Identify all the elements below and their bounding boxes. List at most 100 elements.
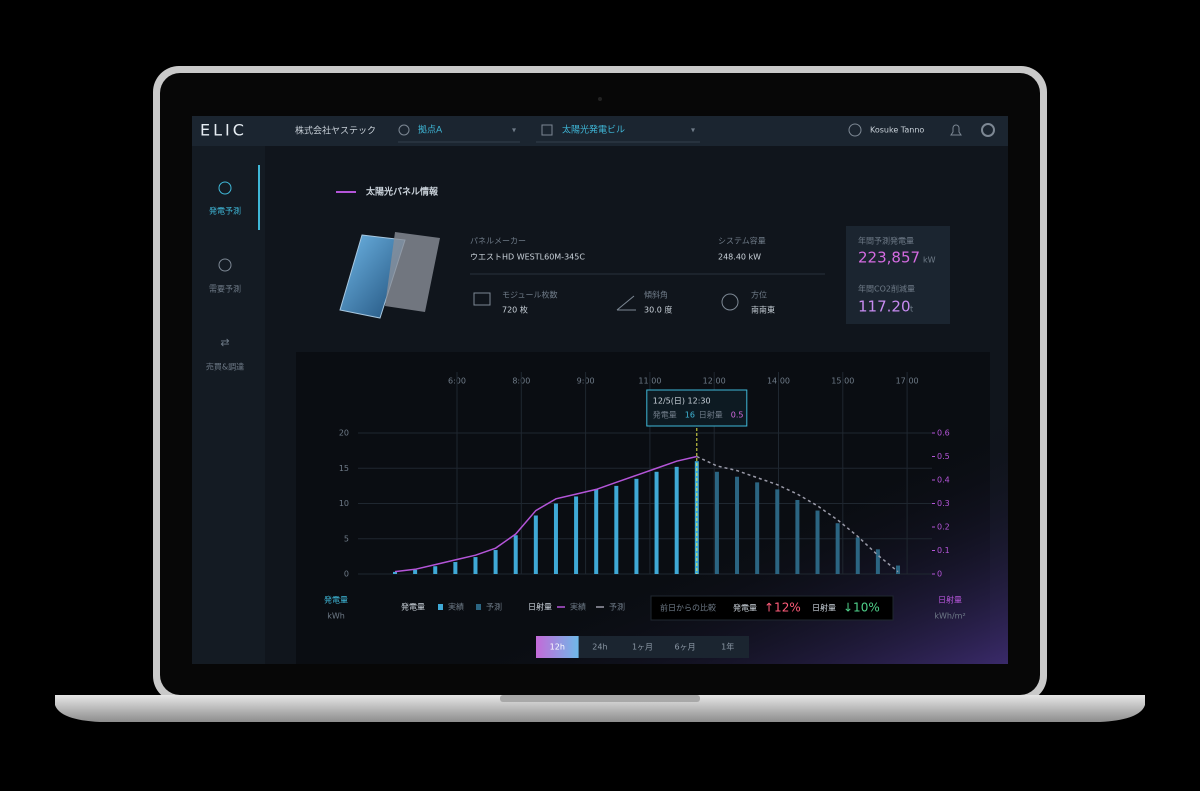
y-tick-label: 15 bbox=[339, 464, 349, 473]
generation-bar bbox=[533, 515, 538, 574]
bell-icon[interactable] bbox=[950, 124, 962, 136]
y2-tick-label: 0.1 bbox=[937, 546, 950, 555]
summary-value: 117.20 bbox=[858, 298, 911, 316]
site-select[interactable]: 拠点A bbox=[418, 124, 443, 136]
y2-tick-label: 0.2 bbox=[937, 523, 950, 532]
y2-tick-label: 0.3 bbox=[937, 499, 950, 508]
summary-label: 年間予測発電量 bbox=[858, 236, 914, 246]
modules-icon bbox=[473, 292, 491, 306]
summary-unit: kW bbox=[923, 256, 936, 265]
legend-entry: 実績 bbox=[448, 602, 464, 612]
generation-bar bbox=[835, 523, 840, 574]
generation-bar bbox=[594, 489, 599, 574]
summary-label: 年間CO2削減量 bbox=[858, 284, 915, 294]
comparison-box bbox=[650, 595, 894, 621]
field-value: 南南東 bbox=[751, 305, 775, 315]
y-tick-label: 10 bbox=[339, 499, 349, 508]
settings-icon[interactable] bbox=[981, 123, 995, 137]
y2-axis-label: 日射量 bbox=[938, 595, 962, 605]
user-name[interactable]: Kosuke Tanno bbox=[870, 126, 924, 135]
dropdown-arrow[interactable]: ▾ bbox=[691, 126, 695, 135]
nav-item[interactable]: 売買&調達 bbox=[206, 362, 244, 372]
generation-bar bbox=[453, 562, 458, 574]
generation-bar bbox=[775, 489, 780, 574]
generation-bar bbox=[755, 482, 760, 574]
range-bar bbox=[536, 636, 749, 658]
y-tick-label: 20 bbox=[339, 429, 349, 438]
generation-bar bbox=[896, 565, 900, 574]
generation-bar bbox=[795, 499, 800, 574]
generation-bar bbox=[674, 466, 679, 574]
logo: ELIC bbox=[200, 121, 247, 140]
tooltip-date: 12/5(日) 12:30 bbox=[653, 397, 711, 406]
generation-bar bbox=[735, 476, 740, 574]
range-active bbox=[536, 636, 579, 658]
radiation-line bbox=[394, 455, 697, 573]
generation-bar bbox=[614, 485, 619, 574]
generation-bar bbox=[493, 550, 498, 574]
range-button[interactable]: 1ヶ月 bbox=[632, 643, 653, 652]
y-tick-label: 5 bbox=[344, 534, 349, 543]
field-label: モジュール枚数 bbox=[502, 290, 557, 300]
header-bar bbox=[192, 116, 1008, 146]
tooltip-label: 日射量 bbox=[699, 410, 723, 420]
comparison-value: ↓10% bbox=[843, 601, 880, 615]
building-select[interactable]: 太陽光発電ビル bbox=[562, 124, 625, 136]
summary-unit: t bbox=[910, 305, 913, 314]
field-label: システム容量 bbox=[718, 236, 766, 246]
field-label: パネルメーカー bbox=[470, 237, 526, 246]
legend-entry: 予測 bbox=[486, 602, 502, 612]
nav-icon bbox=[218, 258, 232, 272]
y-axis-label: 発電量 bbox=[324, 596, 348, 605]
y2-tick-label: 0 bbox=[937, 570, 942, 579]
legend-entry: 実績 bbox=[570, 602, 586, 612]
summary-value: 223,857 bbox=[858, 249, 920, 267]
tooltip-value: 0.5 bbox=[731, 411, 744, 420]
generation-bar bbox=[875, 549, 880, 574]
company[interactable]: 株式会社ヤステック bbox=[295, 125, 376, 137]
sidebar bbox=[192, 146, 265, 664]
generation-bar bbox=[413, 569, 418, 574]
generation-bar bbox=[393, 571, 397, 574]
y2-axis-unit: kWh/m² bbox=[934, 612, 965, 621]
y2-tick-label: 0.6 bbox=[937, 429, 950, 438]
generation-bar bbox=[473, 557, 478, 574]
nav-item[interactable]: 発電予測 bbox=[209, 206, 241, 216]
legend-entry: 予測 bbox=[609, 602, 625, 612]
y2-tick-label: 0.4 bbox=[937, 476, 950, 485]
tilt-icon bbox=[616, 295, 636, 311]
generation-bar bbox=[574, 496, 579, 574]
generation-bar bbox=[553, 503, 558, 574]
field-value: 720 枚 bbox=[502, 305, 528, 315]
range-button[interactable]: 6ヶ月 bbox=[675, 643, 696, 652]
panel-title: 太陽光パネル情報 bbox=[365, 186, 439, 198]
notch bbox=[500, 695, 700, 702]
generation-bar bbox=[433, 566, 438, 574]
generation-bar bbox=[694, 461, 699, 574]
range-button[interactable]: 1年 bbox=[721, 642, 734, 652]
tooltip-label: 発電量 bbox=[653, 411, 677, 420]
generation-bar bbox=[815, 510, 820, 574]
nav-item[interactable]: 需要予測 bbox=[209, 284, 241, 294]
legend-swatch bbox=[476, 604, 481, 610]
panel-image-back bbox=[385, 232, 440, 312]
field-label: 傾斜角 bbox=[644, 290, 668, 300]
comparison-label: 発電量 bbox=[733, 604, 757, 613]
tooltip-value: 16 bbox=[685, 411, 695, 420]
chart: 6:00 8:00 9:00 11:00 12:00 14:00 15:00 17:00051… bbox=[324, 372, 966, 658]
laptop-base bbox=[55, 695, 1145, 722]
y-axis-unit: kWh bbox=[327, 612, 345, 621]
range-button[interactable]: 12h bbox=[550, 643, 565, 652]
building-icon bbox=[541, 124, 553, 136]
nav-icon bbox=[218, 181, 232, 195]
comparison-label: 日射量 bbox=[812, 603, 836, 613]
range-button[interactable]: 24h bbox=[592, 643, 607, 652]
generation-bar bbox=[855, 537, 860, 574]
camera bbox=[598, 97, 602, 101]
tooltip bbox=[646, 389, 748, 427]
dropdown-arrow[interactable]: ▾ bbox=[512, 126, 516, 135]
azimuth-icon bbox=[721, 293, 739, 311]
field-label: 方位 bbox=[751, 290, 767, 300]
user-icon bbox=[848, 123, 862, 137]
